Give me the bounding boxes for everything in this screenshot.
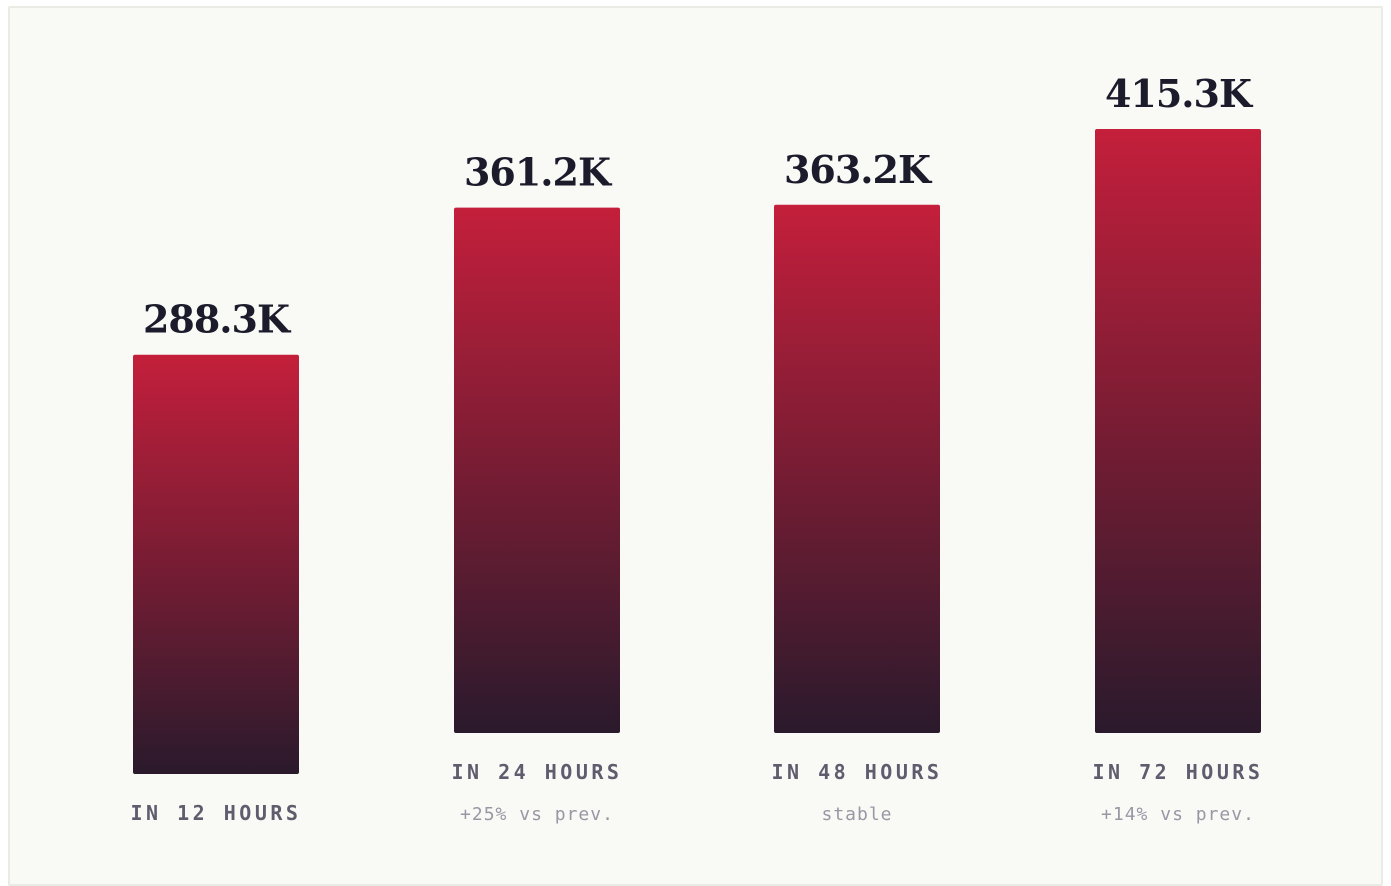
bar-2 xyxy=(454,207,620,733)
bar-3 xyxy=(774,204,940,733)
labels-layer: 288.3K IN 12 HOURS 361.2K IN 24 HOURS +25% v… xyxy=(131,71,1264,825)
note-label-4: +14% vs prev. xyxy=(1101,804,1255,825)
category-label-3: IN 48 HOURS xyxy=(772,760,943,784)
bars-layer xyxy=(133,129,1261,774)
category-label-4: IN 72 HOURS xyxy=(1093,760,1264,784)
value-label-3: 363.2K xyxy=(784,147,933,192)
bar-1 xyxy=(133,354,299,774)
value-label-2: 361.2K xyxy=(464,150,613,195)
note-label-2: +25% vs prev. xyxy=(460,804,614,825)
note-label-3: stable xyxy=(821,804,892,825)
category-label-2: IN 24 HOURS xyxy=(452,760,623,784)
bar-4 xyxy=(1095,129,1261,733)
category-label-1: IN 12 HOURS xyxy=(131,801,302,825)
value-label-4: 415.3K xyxy=(1105,71,1254,116)
value-label-1: 288.3K xyxy=(143,297,292,342)
